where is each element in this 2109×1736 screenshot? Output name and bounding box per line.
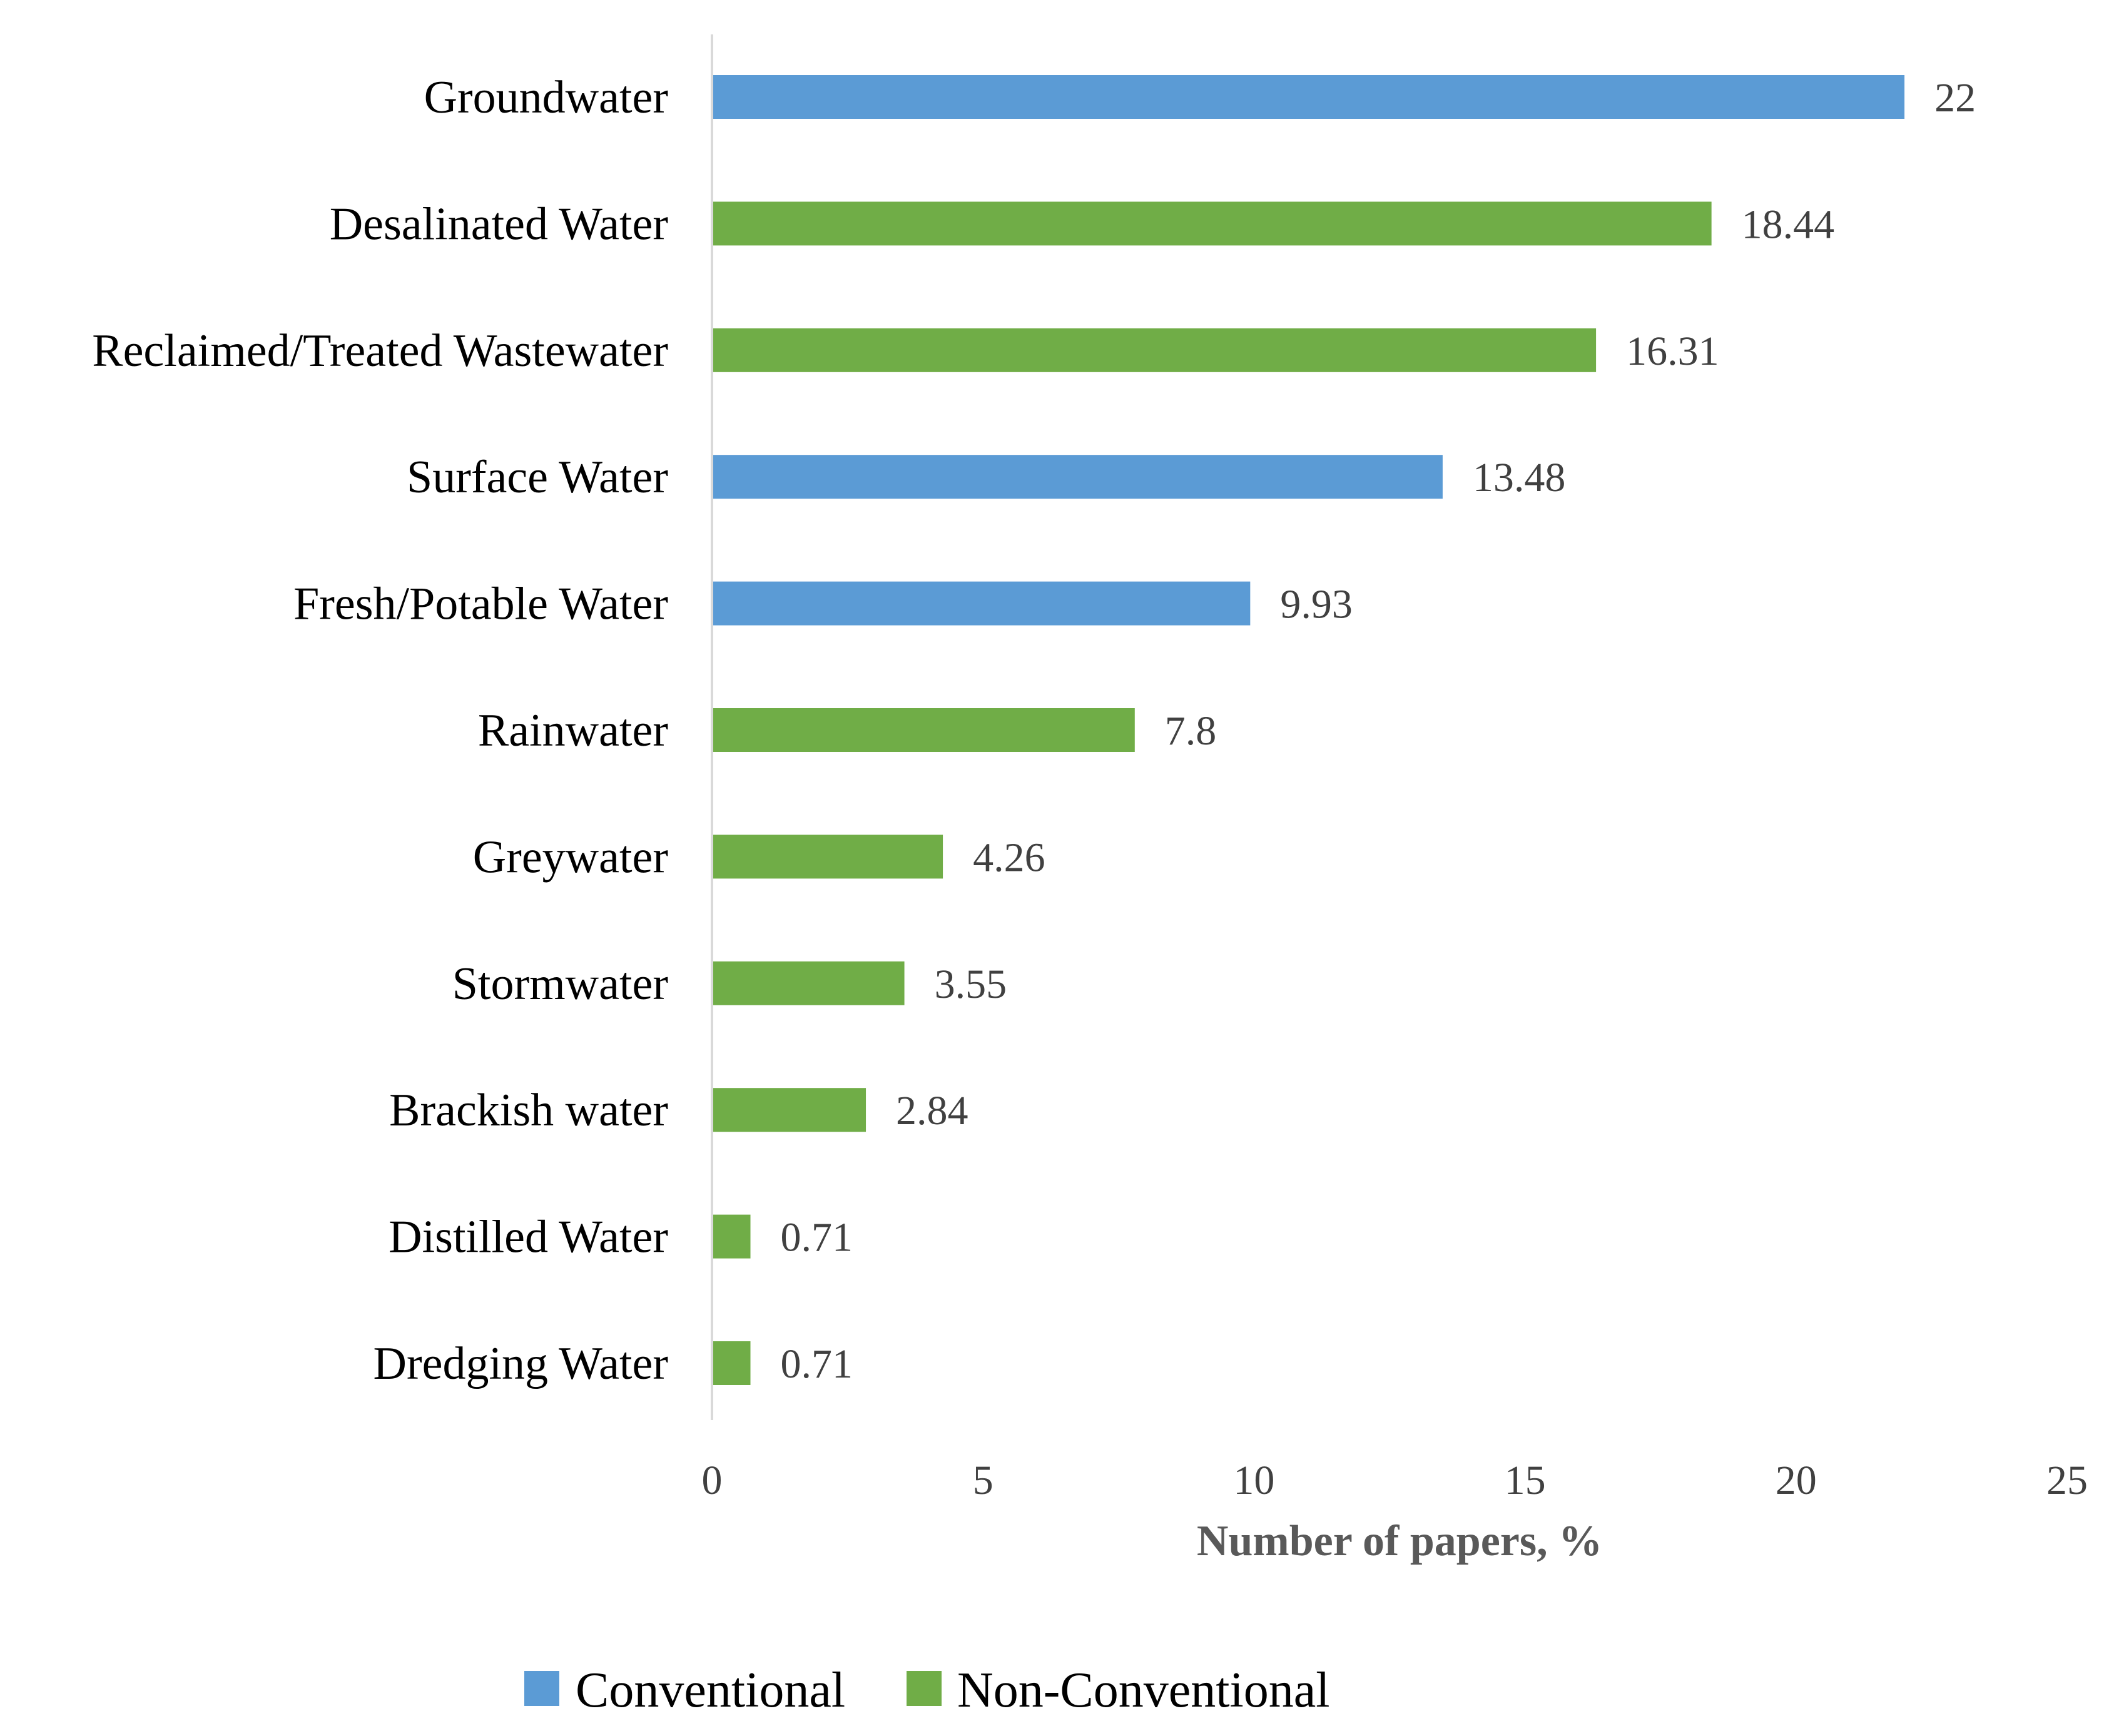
x-tick-label-20: 20 <box>1776 1458 1817 1503</box>
category-label-dredging-water: Dredging Water <box>374 1338 668 1389</box>
category-labels: Groundwater Desalinated Water Reclaimed/Tr… <box>92 72 668 1389</box>
value-label-stormwater: 3.55 <box>935 962 1007 1007</box>
category-label-fresh-potable-water: Fresh/Potable Water <box>293 579 668 630</box>
value-label-groundwater: 22 <box>1934 75 1976 121</box>
value-label-greywater: 4.26 <box>973 835 1045 880</box>
bars-group <box>713 75 1905 1385</box>
value-label-reclaimed-treated-wastewater: 16.31 <box>1626 328 1719 374</box>
x-tick-label-5: 5 <box>973 1458 994 1503</box>
value-label-desalinated-water: 18.44 <box>1742 201 1835 247</box>
category-label-greywater: Greywater <box>473 831 668 883</box>
category-label-groundwater: Groundwater <box>424 72 668 123</box>
bar-fresh-potable-water <box>713 581 1251 626</box>
value-label-rainwater: 7.8 <box>1165 708 1217 754</box>
value-label-fresh-potable-water: 9.93 <box>1280 582 1353 627</box>
bar-dredging-water <box>713 1341 751 1385</box>
value-label-surface-water: 13.48 <box>1473 455 1566 500</box>
category-label-brackish-water: Brackish water <box>389 1085 668 1136</box>
x-tick-labels: 0 5 10 15 20 25 <box>702 1458 2088 1503</box>
category-label-reclaimed-treated-wastewater: Reclaimed/Treated Wastewater <box>92 325 668 377</box>
bar-surface-water <box>713 455 1443 499</box>
category-label-rainwater: Rainwater <box>478 705 668 756</box>
legend-label-non-conventional: Non-Conventional <box>957 1663 1329 1718</box>
legend-swatch-conventional <box>524 1671 559 1706</box>
x-tick-label-15: 15 <box>1505 1458 1546 1503</box>
bar-distilled-water <box>713 1214 751 1259</box>
category-label-distilled-water: Distilled Water <box>389 1212 668 1263</box>
legend-swatch-non-conventional <box>907 1671 942 1706</box>
value-label-dredging-water: 0.71 <box>781 1341 853 1387</box>
bar-groundwater <box>713 75 1905 119</box>
legend-label-conventional: Conventional <box>576 1663 845 1718</box>
x-tick-label-10: 10 <box>1233 1458 1274 1503</box>
bar-desalinated-water <box>713 201 1712 246</box>
x-tick-label-25: 25 <box>2046 1458 2088 1503</box>
bar-stormwater <box>713 961 905 1005</box>
x-tick-label-0: 0 <box>702 1458 723 1503</box>
category-label-stormwater: Stormwater <box>452 958 668 1010</box>
x-axis-title: Number of papers, % <box>1197 1517 1602 1565</box>
category-label-desalinated-water: Desalinated Water <box>330 198 668 250</box>
legend: Conventional Non-Conventional <box>524 1663 1329 1718</box>
bar-rainwater <box>713 708 1135 752</box>
bar-brackish-water <box>713 1088 866 1132</box>
value-label-brackish-water: 2.84 <box>896 1088 968 1134</box>
category-label-surface-water: Surface Water <box>407 452 668 503</box>
bar-reclaimed-treated-wastewater <box>713 328 1597 372</box>
value-label-distilled-water: 0.71 <box>781 1215 853 1261</box>
bar-greywater <box>713 835 943 879</box>
value-labels: 22 18.44 16.31 13.48 9.93 7.8 4.26 3.55 2.84 0.71… <box>781 75 1976 1387</box>
